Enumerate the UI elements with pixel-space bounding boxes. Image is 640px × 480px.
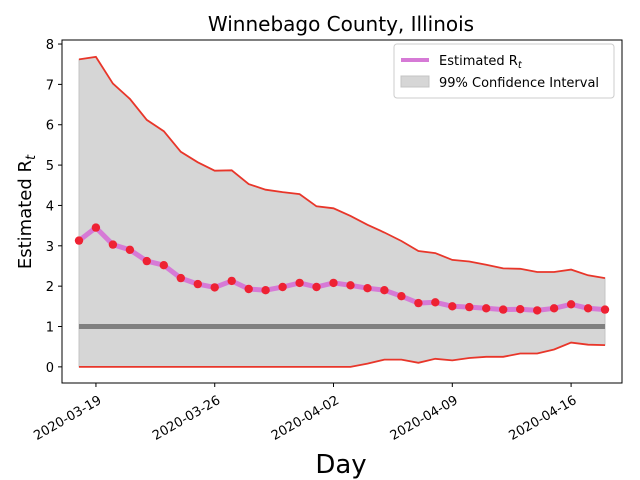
data-point (91, 223, 101, 232)
data-point (74, 236, 84, 245)
data-point (516, 305, 525, 314)
y-tick-label: 3 (46, 240, 54, 255)
data-point (380, 286, 389, 295)
confidence-lower-line (79, 341, 606, 368)
y-axis-label-sub: t (24, 154, 39, 160)
y-tick-label: 8 (46, 38, 54, 53)
data-point (142, 256, 151, 266)
data-point (108, 240, 118, 249)
data-point (566, 300, 576, 309)
data-point (312, 282, 321, 292)
legend-estimate-label: Estimated Rt (439, 54, 523, 71)
data-point (363, 284, 372, 293)
data-point (431, 298, 440, 307)
y-tick-label: 7 (46, 78, 54, 93)
data-point (549, 304, 559, 313)
axes-frame (61, 39, 623, 384)
y-axis-ticks: 0 1 2 3 4 5 6 7 8 (46, 38, 62, 376)
y-tick-label: 6 (46, 119, 54, 134)
data-point (397, 292, 406, 301)
chart-title: Winnebago County, Illinois (208, 12, 474, 36)
y-tick-label: 2 (46, 280, 54, 295)
estimated-rt-points (74, 223, 610, 315)
data-point (295, 278, 304, 288)
data-point (533, 306, 542, 315)
data-point (159, 261, 168, 270)
confidence-upper-line (78, 55, 606, 279)
y-tick-label: 1 (46, 321, 54, 336)
y-axis-label: Estimated Rt (15, 154, 39, 269)
y-tick-label: 0 (46, 361, 54, 376)
data-point (227, 276, 236, 286)
data-point (329, 278, 338, 288)
x-axis-label: Day (315, 450, 366, 480)
y-axis-label-main: Estimated R (15, 160, 36, 269)
data-point (193, 279, 202, 289)
data-point (583, 304, 593, 313)
data-point (465, 302, 474, 312)
data-point (176, 273, 185, 283)
y-tick-label: 4 (46, 199, 54, 214)
data-point (261, 286, 270, 295)
data-point (499, 305, 508, 314)
legend-band-swatch (400, 75, 430, 88)
plot-area (74, 55, 610, 368)
data-point (125, 245, 135, 254)
data-point (346, 281, 355, 290)
data-point (210, 283, 219, 292)
legend-estimate-label-sub: t (518, 60, 523, 71)
y-tick-label: 5 (46, 159, 54, 174)
data-point (600, 305, 610, 314)
legend-box (393, 43, 615, 99)
data-point (482, 304, 491, 313)
data-point (278, 282, 287, 292)
legend-estimate-label-main: Estimated R (439, 54, 518, 69)
data-point (414, 298, 423, 308)
data-point (448, 302, 457, 311)
data-point (244, 284, 253, 294)
legend-band-label: 99% Confidence Interval (439, 76, 599, 91)
legend: Estimated Rt 99% Confidence Interval (393, 43, 615, 99)
